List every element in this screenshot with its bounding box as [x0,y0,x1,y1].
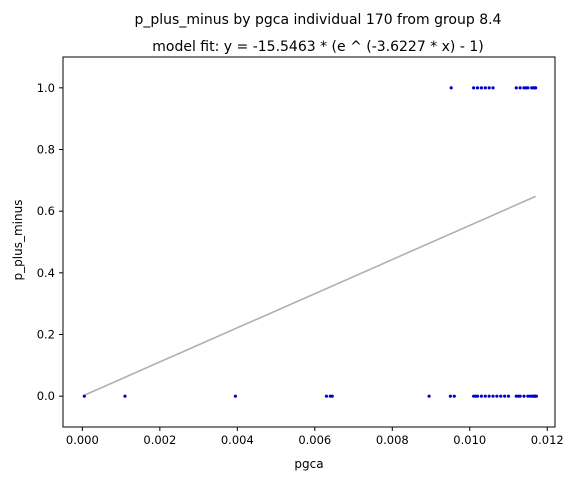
y-tick-label: 0.2 [37,328,55,342]
data-point [324,394,329,398]
data-point [522,394,526,398]
y-tick-label: 0.4 [37,266,55,280]
data-point [526,86,530,90]
x-tick-label: 0.002 [143,433,176,447]
x-tick-label: 0.006 [298,433,331,447]
data-point [491,394,495,398]
data-point [82,394,86,398]
plot-content [82,86,539,398]
data-point [534,394,539,398]
data-point [483,86,487,90]
data-point [483,394,487,398]
chart-subtitle: model fit: y = -15.5463 * (e ^ (-3.6227 … [152,39,483,55]
x-tick-label: 0.004 [221,433,254,447]
data-point [514,86,518,90]
x-axis-ticks: 0.000 0.002 0.004 0.006 0.008 0.010 0.012 [66,427,564,447]
data-point [506,394,511,398]
data-point [518,394,522,398]
plot-frame [62,56,556,428]
x-axis-label: pgca [294,457,323,471]
data-point [427,394,431,398]
data-point [449,86,453,90]
x-tick-label: 0.012 [531,433,564,447]
y-tick-label: 0.8 [37,143,55,157]
y-axis-ticks: 0.0 0.2 0.4 0.6 0.8 1.0 [37,81,63,403]
data-point [452,394,456,398]
data-point [123,394,127,398]
data-point [518,86,522,90]
y-axis-label: p_plus_minus [11,200,25,281]
data-point [534,86,538,90]
y-tick-label: 0.0 [37,389,55,403]
data-point [475,86,480,90]
data-point [472,86,476,90]
data-point [479,394,483,398]
chart-title: p_plus_minus by pgca individual 170 from… [135,12,502,28]
data-point [475,394,480,398]
data-point [503,394,507,398]
data-point [487,86,491,90]
data-point [495,394,499,398]
data-point [499,394,503,398]
y-tick-label: 1.0 [37,81,55,95]
data-point [233,394,237,398]
data-point [487,394,491,398]
x-tick-label: 0.010 [453,433,486,447]
data-point [448,394,453,398]
data-point [479,86,483,90]
y-tick-label: 0.6 [37,204,55,218]
fit-line [83,195,536,396]
data-point [330,394,334,398]
x-tick-label: 0.008 [376,433,409,447]
x-tick-label: 0.000 [66,433,99,447]
data-point [491,86,495,90]
